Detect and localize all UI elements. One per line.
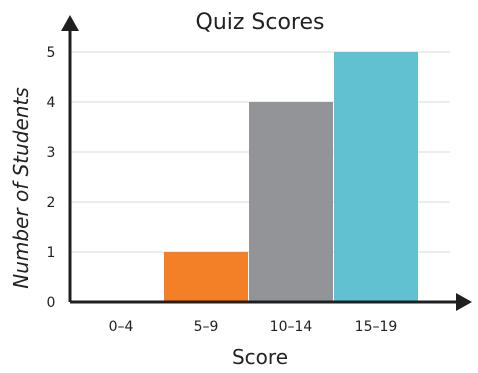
x-tick-label: 15–19 (355, 319, 398, 335)
y-axis-ticks: 0 1 2 3 4 5 (47, 45, 56, 311)
x-axis-arrow-icon (456, 293, 472, 311)
chart-title: Quiz Scores (196, 10, 325, 35)
axes (61, 15, 472, 311)
x-tick-label: 10–14 (270, 319, 313, 335)
y-tick-label: 2 (47, 195, 56, 211)
y-axis-arrow-icon (61, 15, 79, 31)
x-tick-label: 0–4 (109, 319, 134, 335)
bar-5–9 (164, 252, 248, 302)
bar-10–14 (249, 102, 333, 302)
y-tick-label: 0 (47, 295, 56, 311)
x-axis-ticks: 0–4 5–9 10–14 15–19 (109, 319, 398, 335)
y-tick-label: 5 (47, 45, 56, 61)
y-tick-label: 3 (47, 145, 56, 161)
x-tick-label: 5–9 (194, 319, 219, 335)
bar-15–19 (334, 52, 418, 302)
x-axis-label: Score (232, 345, 288, 369)
bars (164, 52, 418, 302)
y-axis-label: Number of Students (9, 87, 33, 288)
y-tick-label: 1 (47, 245, 56, 261)
y-tick-label: 4 (47, 95, 56, 111)
